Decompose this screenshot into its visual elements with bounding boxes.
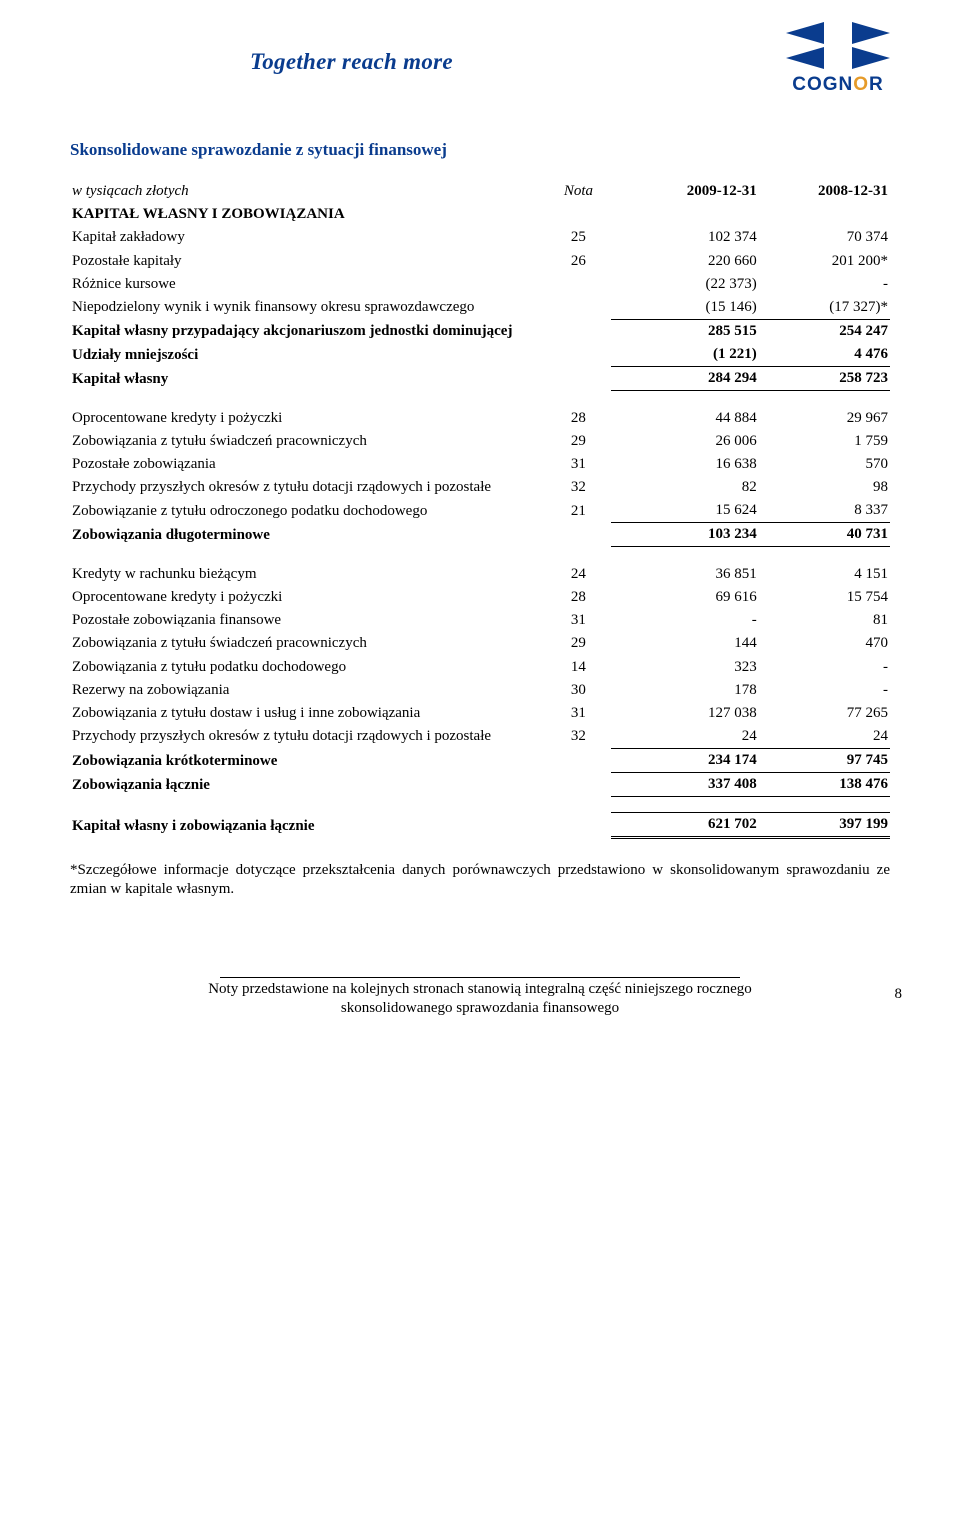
period-b-header: 2008-12-31 bbox=[759, 180, 890, 203]
units-label: w tysiącach złotych bbox=[70, 180, 546, 203]
table-row: Kredyty w rachunku bieżącym2436 8514 151 bbox=[70, 563, 890, 586]
table-row: Zobowiązania z tytułu świadczeń pracowni… bbox=[70, 632, 890, 655]
footer-line-2: skonsolidowanego sprawozdania finansoweg… bbox=[70, 999, 890, 1019]
column-header-row: w tysiącach złotych Nota 2009-12-31 2008… bbox=[70, 180, 890, 203]
table-row: Udziały mniejszości(1 221)4 476 bbox=[70, 343, 890, 367]
table-row: Oprocentowane kredyty i pożyczki2869 616… bbox=[70, 586, 890, 609]
page-footer: Noty przedstawione na kolejnych stronach… bbox=[70, 977, 890, 1019]
table-row: Zobowiązania z tytułu podatku dochodoweg… bbox=[70, 655, 890, 678]
logo-text: COGN bbox=[792, 74, 853, 95]
block1-heading-label: KAPITAŁ WŁASNY I ZOBOWIĄZANIA bbox=[70, 203, 546, 226]
footnote: *Szczegółowe informacje dotyczące przeks… bbox=[70, 861, 890, 899]
table-row: Zobowiązania z tytułu dostaw i usług i i… bbox=[70, 702, 890, 725]
table-row: Rezerwy na zobowiązania30178- bbox=[70, 679, 890, 702]
tagline: Together reach more bbox=[250, 48, 453, 77]
table-row: Różnice kursowe(22 373)- bbox=[70, 273, 890, 296]
page-number: 8 bbox=[895, 985, 903, 1004]
table-row: Pozostałe zobowiązania finansowe31-81 bbox=[70, 609, 890, 632]
period-a-header: 2009-12-31 bbox=[611, 180, 759, 203]
table-row: Pozostałe zobowiązania3116 638570 bbox=[70, 453, 890, 476]
financial-table: w tysiącach złotych Nota 2009-12-31 2008… bbox=[70, 180, 890, 839]
total-row: Zobowiązania długoterminowe103 23440 731 bbox=[70, 523, 890, 547]
table-row: Przychody przyszłych okresów z tytułu do… bbox=[70, 725, 890, 749]
total-row: Kapitał własny284 294258 723 bbox=[70, 367, 890, 391]
grand-total-row: Kapitał własny i zobowiązania łącznie621… bbox=[70, 813, 890, 838]
table-row: Pozostałe kapitały26220 660201 200* bbox=[70, 249, 890, 272]
table-row: Zobowiązania z tytułu świadczeń pracowni… bbox=[70, 430, 890, 453]
header-banner: Together reach more COGNOR bbox=[70, 22, 890, 97]
logo-text-end: R bbox=[869, 74, 884, 95]
logo-text-orange: O bbox=[853, 74, 869, 95]
table-row: Przychody przyszłych okresów z tytułu do… bbox=[70, 476, 890, 499]
table-row: Niepodzielony wynik i wynik finansowy ok… bbox=[70, 296, 890, 320]
subtotal-row: Kapitał własny przypadający akcjonariusz… bbox=[70, 319, 890, 343]
table-row: Oprocentowane kredyty i pożyczki2844 884… bbox=[70, 407, 890, 430]
page-title: Skonsolidowane sprawozdanie z sytuacji f… bbox=[70, 139, 890, 160]
total-row: Zobowiązania łącznie337 408138 476 bbox=[70, 773, 890, 797]
table-row: Kapitał zakładowy25102 37470 374 bbox=[70, 226, 890, 249]
table-row: Zobowiązanie z tytułu odroczonego podatk… bbox=[70, 499, 890, 523]
block1-heading: KAPITAŁ WŁASNY I ZOBOWIĄZANIA bbox=[70, 203, 890, 226]
cognor-logo: COGNOR bbox=[786, 22, 890, 97]
total-row: Zobowiązania krótkoterminowe234 17497 74… bbox=[70, 748, 890, 772]
nota-header: Nota bbox=[546, 180, 612, 203]
footer-line-1: Noty przedstawione na kolejnych stronach… bbox=[70, 980, 890, 1000]
